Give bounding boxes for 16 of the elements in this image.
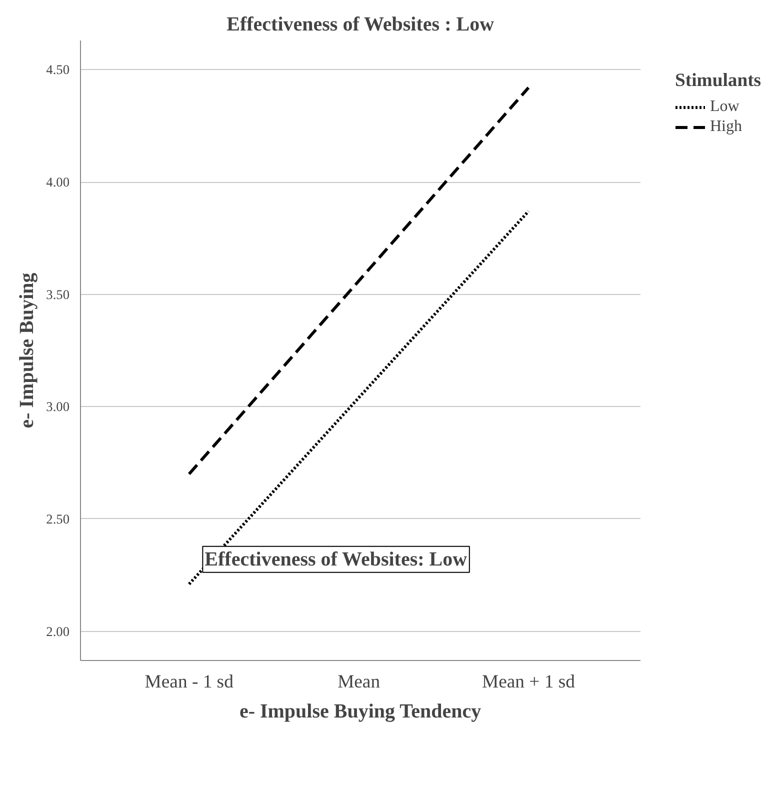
y-tick-label: 3.50 [46, 286, 70, 302]
x-axis-title: e- Impulse Buying Tendency [239, 700, 482, 722]
y-axis-title: e- Impulse Buying [16, 272, 38, 428]
legend-title: Stimulants [675, 70, 762, 92]
chart-title: Effectiveness of Websites : Low [226, 14, 495, 36]
x-tick-label: Mean [338, 672, 381, 692]
annotation: Effectiveness of Websites: Low [204, 548, 468, 570]
x-tick-label: Mean + 1 sd [482, 672, 576, 692]
y-tick-label: 3.00 [46, 399, 70, 414]
x-tick-label: Mean - 1 sd [144, 672, 234, 692]
y-tick-label: 4.00 [46, 174, 70, 190]
y-tick-label: 2.00 [46, 624, 70, 639]
y-tick-label: 4.50 [46, 62, 70, 78]
y-tick-label: 2.50 [46, 511, 70, 526]
legend-label: Low [710, 98, 740, 116]
legend-label: High [710, 118, 742, 136]
